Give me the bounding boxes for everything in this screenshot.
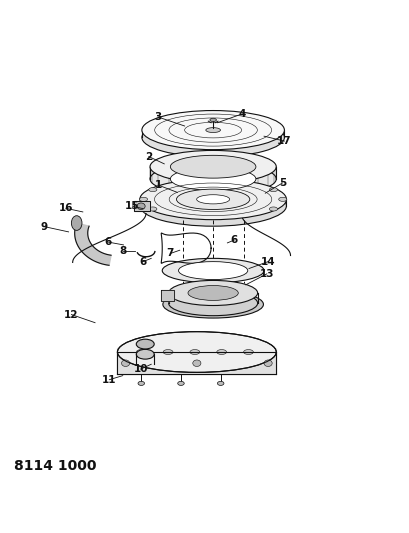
Text: 10: 10 [133,364,148,374]
Ellipse shape [162,259,263,283]
Ellipse shape [121,360,129,367]
Ellipse shape [168,290,257,316]
Ellipse shape [139,185,286,226]
Ellipse shape [150,150,276,183]
Ellipse shape [205,127,220,133]
Ellipse shape [196,195,229,204]
Text: 16: 16 [58,203,73,213]
Ellipse shape [148,188,157,192]
Ellipse shape [178,262,247,279]
Ellipse shape [209,118,216,122]
Text: 14: 14 [260,256,275,266]
Text: 6: 6 [104,237,111,247]
Text: 1: 1 [154,180,162,190]
Text: 8114 1000: 8114 1000 [13,459,96,473]
Text: 5: 5 [278,178,285,188]
Ellipse shape [163,350,173,354]
Ellipse shape [189,350,199,354]
Ellipse shape [150,163,276,195]
Ellipse shape [217,381,223,385]
Polygon shape [74,223,111,265]
Ellipse shape [162,290,263,318]
Ellipse shape [137,203,145,209]
Text: 8: 8 [119,246,126,256]
Ellipse shape [136,339,154,349]
Polygon shape [117,352,276,374]
Text: 11: 11 [102,375,116,385]
Ellipse shape [71,216,82,230]
Ellipse shape [269,188,277,192]
Ellipse shape [176,189,249,209]
Ellipse shape [136,350,146,354]
Text: 13: 13 [259,269,274,279]
Text: 6: 6 [139,256,146,266]
Ellipse shape [263,360,272,367]
Ellipse shape [117,332,276,373]
Ellipse shape [188,286,238,301]
Polygon shape [133,201,150,211]
Ellipse shape [278,197,286,201]
Ellipse shape [136,349,154,359]
Text: 17: 17 [276,136,291,146]
Ellipse shape [170,167,255,190]
Ellipse shape [142,118,284,157]
Ellipse shape [216,350,226,354]
Text: 2: 2 [145,151,152,161]
Ellipse shape [139,179,286,220]
Text: 7: 7 [166,248,174,259]
Text: 12: 12 [64,310,79,320]
Text: 9: 9 [40,222,47,232]
Text: 15: 15 [125,201,139,211]
Polygon shape [160,290,174,301]
Ellipse shape [269,207,277,211]
Ellipse shape [192,360,200,367]
Ellipse shape [170,155,255,178]
Text: 3: 3 [154,112,162,122]
Ellipse shape [138,381,144,385]
Text: 4: 4 [238,109,245,119]
Ellipse shape [243,350,253,354]
Ellipse shape [148,207,157,211]
Polygon shape [117,348,276,374]
Ellipse shape [142,110,284,150]
Text: 6: 6 [230,235,237,245]
Ellipse shape [168,280,257,305]
Ellipse shape [139,197,147,201]
Ellipse shape [177,381,184,385]
